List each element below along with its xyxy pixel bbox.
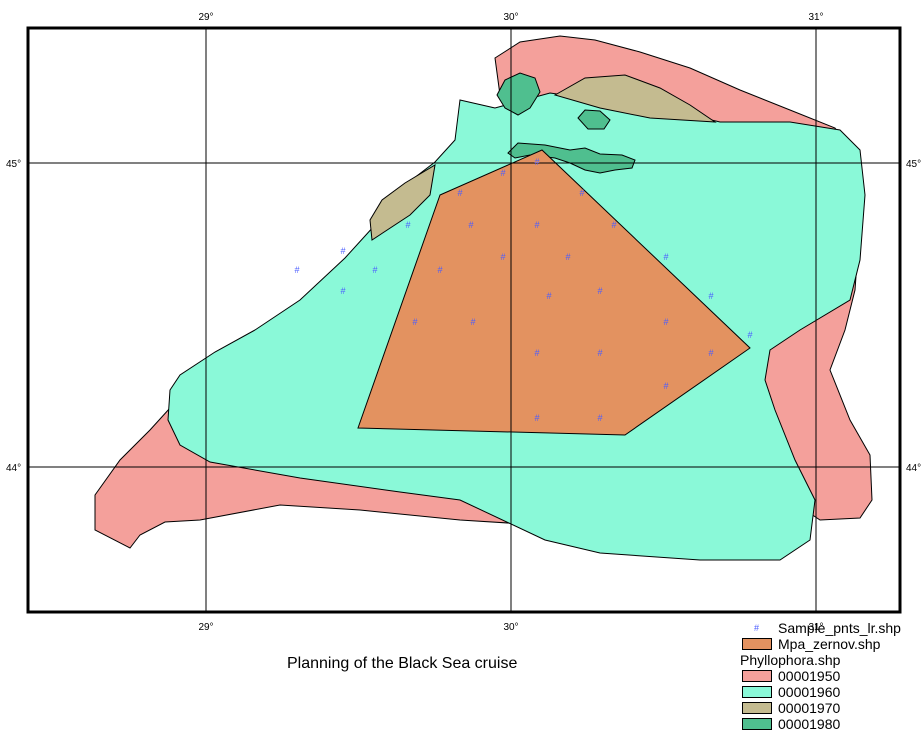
lon-tick-bottom-30: 30° bbox=[503, 622, 518, 633]
legend-row-phyllophora-header: Phyllophora.shp bbox=[740, 652, 922, 668]
sample-point: # bbox=[565, 252, 570, 262]
sample-point: # bbox=[534, 157, 539, 167]
legend-swatch-1980 bbox=[742, 718, 772, 730]
legend-row-class: 00001960 bbox=[740, 684, 922, 700]
mpa-zernov-polygon bbox=[357, 149, 751, 436]
sample-point: # bbox=[405, 220, 410, 230]
sample-point: # bbox=[500, 252, 505, 262]
lat-tick-right-45: 45° bbox=[906, 159, 921, 170]
legend-label-1970: 00001970 bbox=[778, 700, 841, 716]
sample-point: # bbox=[294, 265, 299, 275]
sample-point: # bbox=[663, 381, 668, 391]
sample-point: # bbox=[470, 317, 475, 327]
sample-point: # bbox=[437, 265, 442, 275]
sample-point: # bbox=[534, 220, 539, 230]
phyllophora-1980-area-2 bbox=[577, 109, 611, 130]
sample-point: # bbox=[457, 188, 462, 198]
map-frame bbox=[26, 26, 902, 614]
map-title: Planning of the Black Sea cruise bbox=[287, 655, 518, 672]
sample-point: # bbox=[534, 413, 539, 423]
sample-point: # bbox=[747, 330, 752, 340]
phyllophora-1970-area-west bbox=[369, 164, 436, 241]
legend-label-sample-points: Sample_pnts_lr.shp bbox=[778, 620, 901, 636]
lon-tick-top-29: 29° bbox=[198, 12, 213, 23]
phyllophora-1970-area-north bbox=[553, 74, 717, 123]
sample-point-symbol-icon: # bbox=[754, 623, 760, 633]
lat-tick-left-45: 45° bbox=[6, 159, 21, 170]
sample-point: # bbox=[611, 220, 616, 230]
legend-label-1980: 00001980 bbox=[778, 716, 841, 732]
sample-point: # bbox=[597, 348, 602, 358]
legend-swatch-1970 bbox=[742, 702, 772, 714]
legend-label-1950: 00001950 bbox=[778, 668, 841, 684]
legend-row-class: 00001950 bbox=[740, 668, 922, 684]
legend-swatch-1950 bbox=[742, 670, 772, 682]
sample-point: # bbox=[663, 252, 668, 262]
legend-swatch-1960 bbox=[742, 686, 772, 698]
legend: # Sample_pnts_lr.shp Mpa_zernov.shp Phyl… bbox=[740, 620, 922, 732]
sample-point: # bbox=[663, 317, 668, 327]
sample-point: # bbox=[340, 286, 345, 296]
legend-row-class: 00001970 bbox=[740, 700, 922, 716]
legend-row-mpa: Mpa_zernov.shp bbox=[740, 636, 922, 652]
sample-point: # bbox=[468, 220, 473, 230]
legend-row-class: 00001980 bbox=[740, 716, 922, 732]
legend-label-phyllophora: Phyllophora.shp bbox=[740, 652, 841, 668]
lat-tick-left-44: 44° bbox=[6, 463, 21, 474]
lon-tick-bottom-29: 29° bbox=[198, 622, 213, 633]
sample-point: # bbox=[500, 168, 505, 178]
legend-swatch-mpa bbox=[742, 638, 772, 650]
sample-point: # bbox=[340, 246, 345, 256]
sample-point: # bbox=[534, 348, 539, 358]
sample-points: # # # # # # # # # # # # # # # # # # # # # # # # # # # # # bbox=[294, 157, 752, 423]
lat-tick-right-44: 44° bbox=[906, 463, 921, 474]
lon-tick-bottom-31: 31° bbox=[808, 622, 823, 633]
phyllophora-1980-area-1 bbox=[496, 72, 541, 116]
sample-point: # bbox=[708, 291, 713, 301]
sample-point: # bbox=[708, 348, 713, 358]
sample-point: # bbox=[597, 413, 602, 423]
legend-label-mpa: Mpa_zernov.shp bbox=[778, 636, 881, 652]
lon-tick-top-31: 31° bbox=[808, 12, 823, 23]
sample-point: # bbox=[372, 265, 377, 275]
graticule bbox=[28, 28, 900, 612]
sample-point: # bbox=[546, 291, 551, 301]
legend-row-sample-points: # Sample_pnts_lr.shp bbox=[740, 620, 922, 636]
sample-point: # bbox=[579, 188, 584, 198]
sample-point: # bbox=[412, 317, 417, 327]
sample-point: # bbox=[597, 286, 602, 296]
legend-label-1960: 00001960 bbox=[778, 684, 841, 700]
lon-tick-top-30: 30° bbox=[503, 12, 518, 23]
